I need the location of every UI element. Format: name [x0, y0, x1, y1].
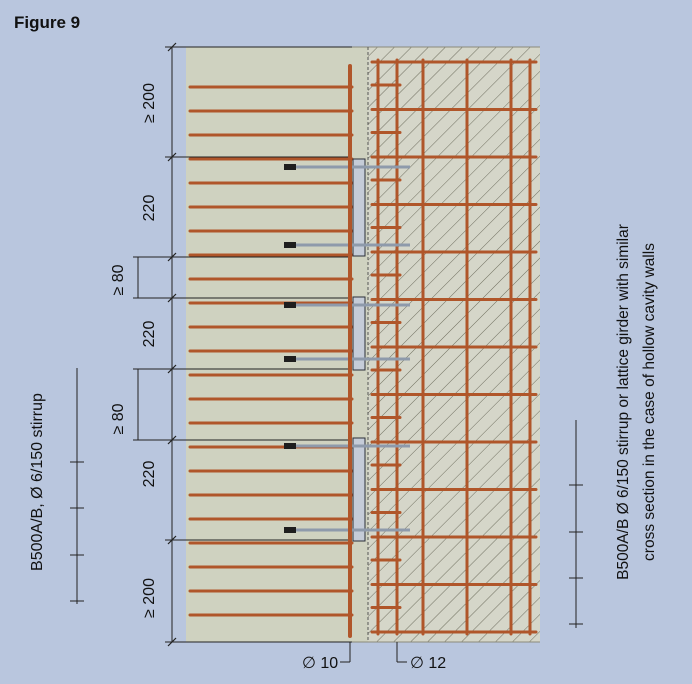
anchor-head	[284, 527, 296, 533]
dimension-tick	[167, 535, 177, 545]
rebar-mesh	[370, 58, 538, 636]
figure-title: Figure 9	[14, 13, 80, 32]
right-concrete-panel-hatched	[368, 47, 540, 642]
dimension-lines	[133, 42, 352, 647]
dimension-tick	[167, 364, 177, 374]
anchor-head	[284, 443, 296, 449]
connector-plate	[352, 437, 366, 542]
anchor-head	[284, 242, 296, 248]
dim-text-module-1: 220	[141, 195, 158, 222]
right-stirrup-label-line-1: B500A/B Ø 6/150 stirrup or lattice girde…	[615, 224, 632, 580]
dim-text-top: ≥ 200	[141, 83, 158, 123]
dim-text-gap-1: ≥ 80	[110, 264, 127, 295]
dimension-tick	[167, 435, 177, 445]
horizontal-stirrup-bars	[188, 85, 354, 617]
connector-plate	[352, 296, 366, 371]
dimension-tick	[167, 637, 177, 647]
connector-plate	[352, 158, 366, 257]
connector-units	[284, 158, 410, 542]
left-stirrup-label: B500A/B, Ø 6/150 stirrup	[29, 393, 46, 571]
dimension-tick	[167, 42, 177, 52]
dim-text-gap-2: ≥ 80	[110, 403, 127, 434]
dimension-tick	[167, 152, 177, 162]
dim-text-bottom: ≥ 200	[141, 578, 158, 618]
anchor-head	[284, 302, 296, 308]
dim-text-module-2: 220	[141, 321, 158, 348]
callout-d12-label: ∅ 12	[410, 655, 446, 672]
callout-d10-label: ∅ 10	[302, 655, 338, 672]
anchor-head	[284, 356, 296, 362]
anchor-head	[284, 164, 296, 170]
right-stirrup-label-line-2: cross section in the case of hollow cavi…	[641, 243, 658, 561]
dimension-tick	[167, 252, 177, 262]
dimension-tick	[167, 293, 177, 303]
dim-text-module-3: 220	[141, 461, 158, 488]
